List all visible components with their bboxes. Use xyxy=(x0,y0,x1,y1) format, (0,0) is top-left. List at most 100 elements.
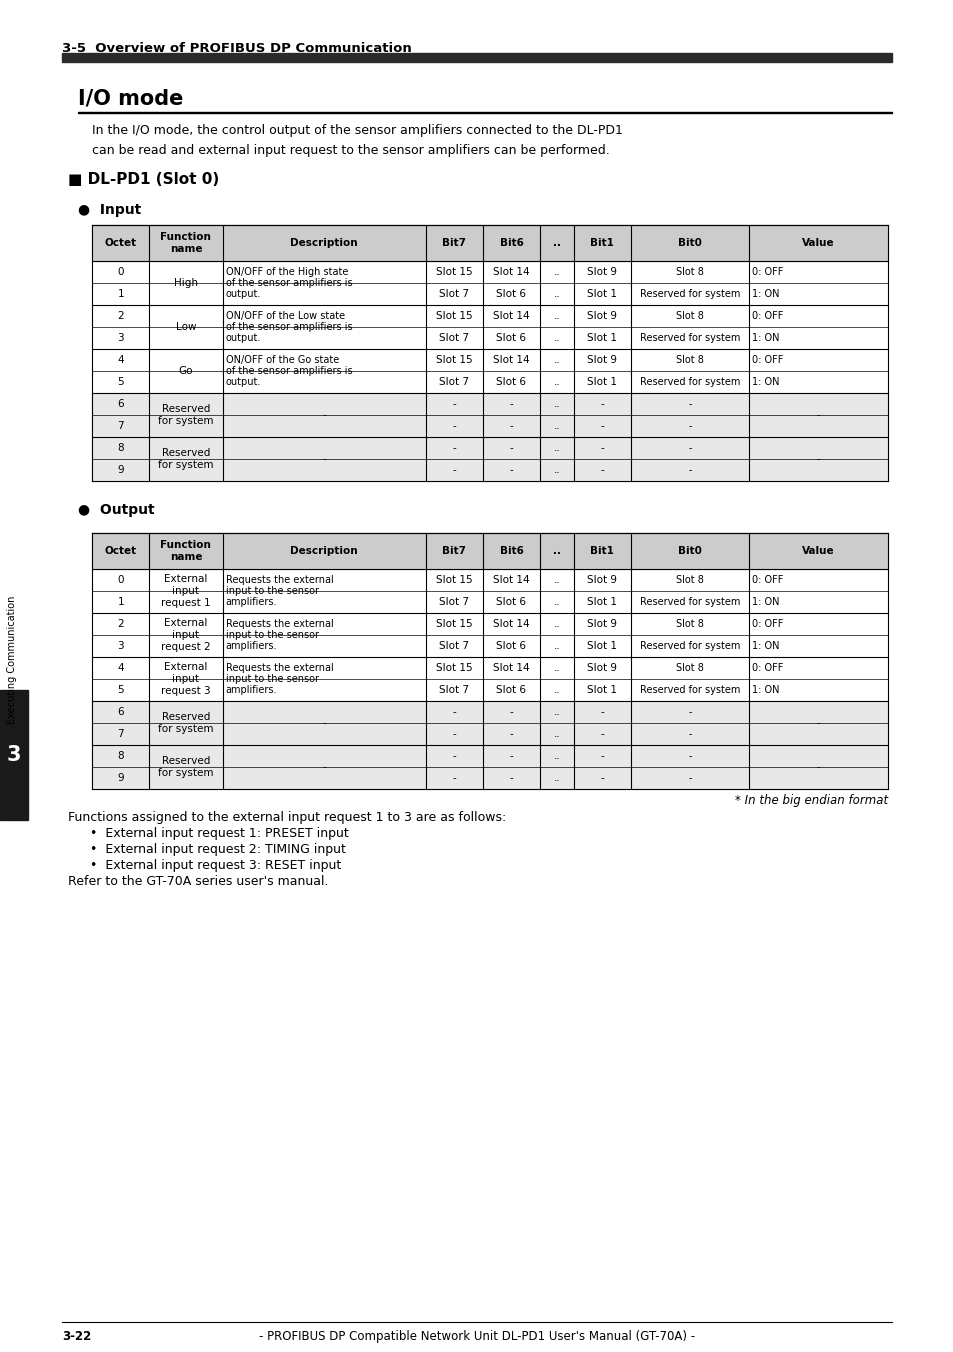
Text: 4: 4 xyxy=(117,662,124,673)
Text: ..: .. xyxy=(553,399,559,410)
Text: Slot 15: Slot 15 xyxy=(436,662,472,673)
Text: input to the sensor: input to the sensor xyxy=(225,630,318,639)
Text: input to the sensor: input to the sensor xyxy=(225,585,318,596)
Text: -: - xyxy=(452,750,456,761)
Text: ..: .. xyxy=(553,546,560,556)
Bar xyxy=(62,53,891,62)
Text: 3: 3 xyxy=(7,745,21,765)
Bar xyxy=(0,690,28,821)
Text: Function
name: Function name xyxy=(160,541,212,562)
Text: ..: .. xyxy=(553,356,559,365)
Text: Value: Value xyxy=(801,546,834,556)
Text: Reserved
for system: Reserved for system xyxy=(158,711,213,734)
Text: Executing Communication: Executing Communication xyxy=(7,596,17,725)
Text: External
input
request 3: External input request 3 xyxy=(161,661,211,696)
Text: -: - xyxy=(687,773,691,783)
Text: of the sensor amplifiers is: of the sensor amplifiers is xyxy=(225,366,352,376)
Text: Reserved for system: Reserved for system xyxy=(639,598,740,607)
Text: Slot 1: Slot 1 xyxy=(587,377,617,387)
Text: -: - xyxy=(452,465,456,475)
Text: Reserved for system: Reserved for system xyxy=(639,377,740,387)
Text: -: - xyxy=(599,707,603,717)
Text: ON/OFF of the Go state: ON/OFF of the Go state xyxy=(225,356,338,365)
Text: Slot 8: Slot 8 xyxy=(675,266,703,277)
Text: ..: .. xyxy=(553,641,559,652)
Text: -: - xyxy=(599,750,603,761)
Text: •  External input request 3: RESET input: • External input request 3: RESET input xyxy=(90,859,341,872)
Text: output.: output. xyxy=(225,289,261,299)
Text: 7: 7 xyxy=(117,729,124,740)
Text: -: - xyxy=(816,410,820,420)
Text: Description: Description xyxy=(290,546,357,556)
Text: -: - xyxy=(687,729,691,740)
Text: Octet: Octet xyxy=(105,238,136,247)
Text: Value: Value xyxy=(801,238,834,247)
Text: Slot 7: Slot 7 xyxy=(438,333,469,343)
Text: 0: 0 xyxy=(117,266,124,277)
Text: ..: .. xyxy=(553,289,559,299)
Text: 8: 8 xyxy=(117,443,124,453)
Text: -: - xyxy=(509,443,513,453)
Text: 2: 2 xyxy=(117,311,124,320)
Text: 1: 1 xyxy=(117,598,124,607)
Text: 0: OFF: 0: OFF xyxy=(751,662,782,673)
Text: -: - xyxy=(509,707,513,717)
Text: Bit0: Bit0 xyxy=(678,546,701,556)
Text: amplifiers.: amplifiers. xyxy=(225,598,276,607)
Text: ON/OFF of the Low state: ON/OFF of the Low state xyxy=(225,311,344,320)
Text: 3-22: 3-22 xyxy=(62,1330,91,1343)
Text: 0: OFF: 0: OFF xyxy=(751,619,782,629)
Text: Slot 15: Slot 15 xyxy=(436,266,472,277)
Text: Slot 9: Slot 9 xyxy=(587,266,617,277)
Text: ..: .. xyxy=(553,598,559,607)
Text: -: - xyxy=(599,773,603,783)
Text: input to the sensor: input to the sensor xyxy=(225,675,318,684)
Text: -: - xyxy=(452,443,456,453)
Text: I/O mode: I/O mode xyxy=(78,88,183,108)
Text: Requests the external: Requests the external xyxy=(225,575,333,585)
Text: Slot 6: Slot 6 xyxy=(496,289,526,299)
Text: -: - xyxy=(599,399,603,410)
Text: Slot 6: Slot 6 xyxy=(496,598,526,607)
Text: -: - xyxy=(687,707,691,717)
Text: 6: 6 xyxy=(117,707,124,717)
Text: -: - xyxy=(816,763,820,772)
Text: Bit1: Bit1 xyxy=(590,238,614,247)
Text: Slot 8: Slot 8 xyxy=(675,619,703,629)
Text: 1: ON: 1: ON xyxy=(751,377,779,387)
Text: ..: .. xyxy=(553,377,559,387)
Text: Bit7: Bit7 xyxy=(442,238,466,247)
Text: ..: .. xyxy=(553,575,559,585)
Text: 1: 1 xyxy=(117,289,124,299)
Text: -: - xyxy=(509,773,513,783)
Bar xyxy=(91,657,887,700)
Text: ..: .. xyxy=(553,238,560,247)
Text: ..: .. xyxy=(553,443,559,453)
Text: -: - xyxy=(687,420,691,431)
Text: ..: .. xyxy=(553,707,559,717)
Bar xyxy=(91,569,887,612)
Text: Bit7: Bit7 xyxy=(442,546,466,556)
Text: Slot 8: Slot 8 xyxy=(675,356,703,365)
Text: Slot 9: Slot 9 xyxy=(587,356,617,365)
Text: Function
name: Function name xyxy=(160,233,212,254)
Text: 0: 0 xyxy=(117,575,124,585)
Text: Requests the external: Requests the external xyxy=(225,662,333,673)
Text: •  External input request 2: TIMING input: • External input request 2: TIMING input xyxy=(90,844,346,856)
Text: Bit6: Bit6 xyxy=(499,238,523,247)
Text: ..: .. xyxy=(553,729,559,740)
Text: Bit0: Bit0 xyxy=(678,238,701,247)
Text: Slot 1: Slot 1 xyxy=(587,641,617,652)
Text: High: High xyxy=(173,279,197,288)
Text: -: - xyxy=(452,707,456,717)
Text: ..: .. xyxy=(553,420,559,431)
Text: Requests the external: Requests the external xyxy=(225,619,333,629)
Text: output.: output. xyxy=(225,377,261,387)
Text: 4: 4 xyxy=(117,356,124,365)
Text: Go: Go xyxy=(178,366,193,376)
Text: Slot 8: Slot 8 xyxy=(675,662,703,673)
Text: 0: OFF: 0: OFF xyxy=(751,575,782,585)
Text: -: - xyxy=(599,443,603,453)
Text: 0: OFF: 0: OFF xyxy=(751,266,782,277)
Text: Slot 14: Slot 14 xyxy=(493,619,529,629)
